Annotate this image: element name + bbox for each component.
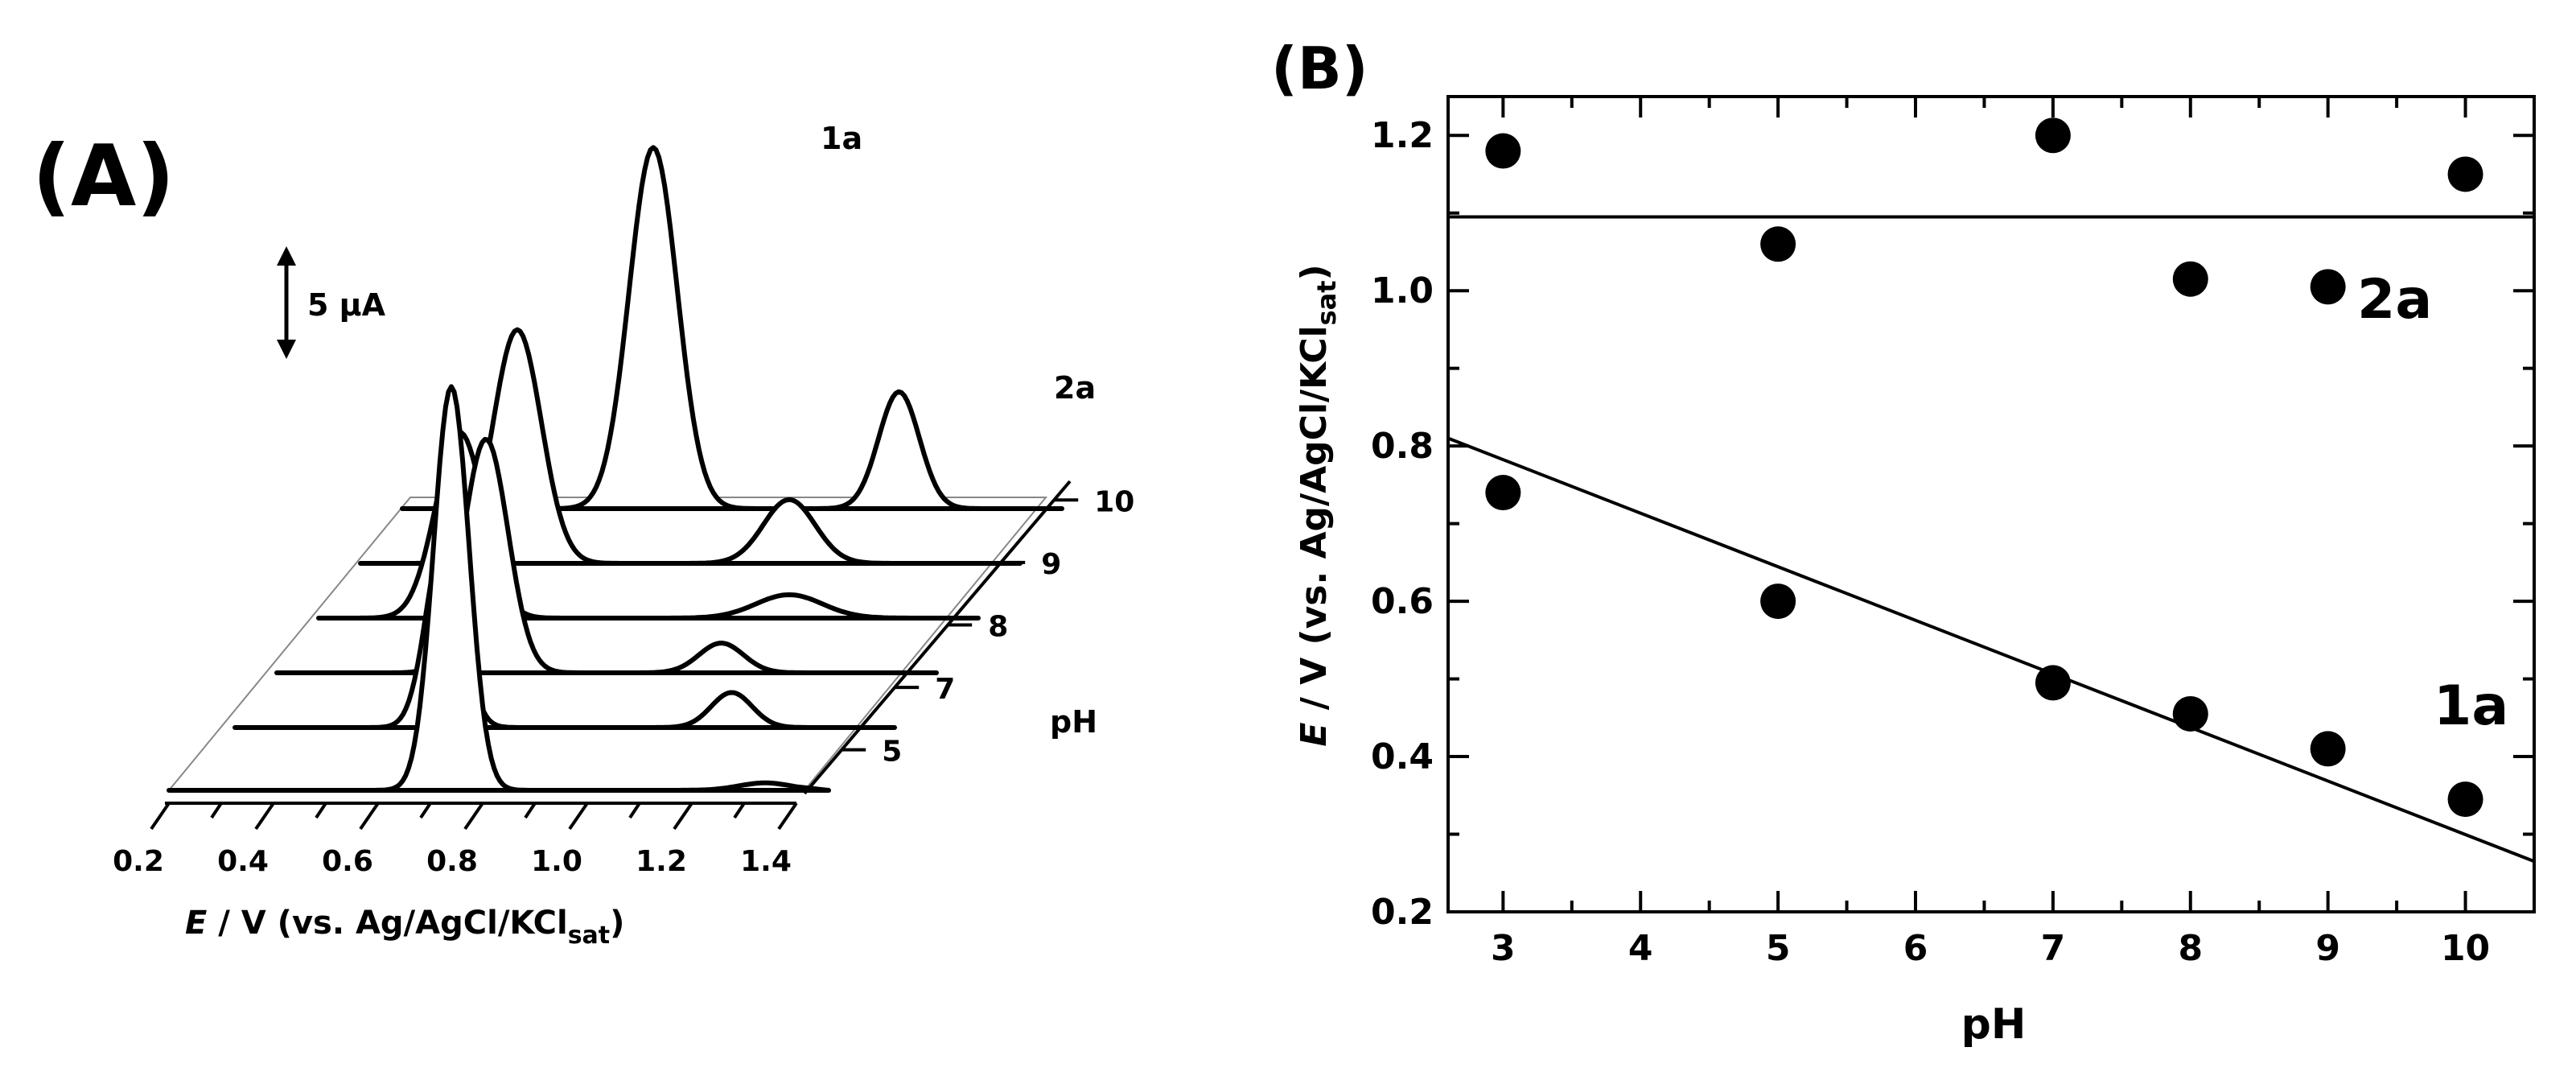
y-tick-label: 0.6 [1371, 581, 1434, 622]
panel-a-label: (A) [32, 127, 175, 225]
y-tick-label: 1.0 [1371, 270, 1434, 311]
x-tick-label: 0.8 [426, 845, 478, 878]
floor-outline [167, 497, 1048, 791]
depth-tick-label: 8 [988, 610, 1008, 643]
x-tick-label: 1.4 [740, 845, 792, 878]
waterfall-frame [167, 497, 1048, 791]
data-point-1a [2172, 695, 2208, 732]
x-tick-label: 5 [1766, 928, 1791, 969]
depth-axis-line [803, 480, 1072, 795]
x-tick-label: 0.4 [217, 845, 269, 878]
x-major-tick [150, 802, 171, 831]
depth-tick-label: 7 [935, 673, 955, 706]
data-point-2a [1485, 133, 1521, 169]
peak-label-1a: 1a [821, 121, 862, 156]
x-major-tick [463, 802, 484, 831]
data-point-2a [2035, 118, 2071, 154]
x-tick-label: 3 [1491, 928, 1516, 969]
panel-b-label: (B) [1271, 35, 1368, 102]
x-major-tick [254, 802, 275, 831]
x-minor-tick [733, 802, 746, 819]
x-minor-tick [315, 802, 327, 819]
x-tick-label: 4 [1628, 928, 1653, 969]
peak-label-2a: 2a [1054, 370, 1096, 406]
x-tick-label: 0.2 [113, 845, 164, 878]
data-point-1a [2447, 781, 2483, 818]
depth-axis-label: pH [1050, 704, 1097, 740]
data-point-2a [1760, 226, 1796, 262]
data-point-1a [1485, 475, 1521, 511]
waterfall-curves [167, 145, 1064, 793]
x-major-tick [777, 802, 798, 831]
fit-lines [1447, 215, 2535, 864]
x-tick-label: 9 [2315, 928, 2340, 969]
data-point-2a [2310, 269, 2346, 305]
x-major-tick [359, 802, 380, 831]
y-tick-label: 1.2 [1371, 115, 1434, 156]
x-tick-label: 10 [2441, 928, 2490, 969]
scale-bar-label: 5 µA [307, 287, 386, 323]
dpv-curve-ph-10 [167, 384, 831, 793]
x-major-tick [673, 802, 693, 831]
x-tick-label: 7 [2041, 928, 2066, 969]
depth-tick-label: 5 [882, 736, 902, 769]
x-minor-tick [628, 802, 641, 819]
depth-tick-label: 10 [1094, 485, 1134, 518]
series-label-1a: 1a [2434, 674, 2508, 738]
x-tick-label: 0.6 [322, 845, 373, 878]
x-minor-tick [419, 802, 432, 819]
fit-line-1a [1447, 436, 2535, 864]
panel-a-x-axis-title: E / V (vs. Ag/AgCl/KClsat) [185, 905, 624, 950]
waterfall-x-axis: 0.2 0.4 0.6 0.8 1.0 1.2 1.4 [113, 802, 798, 878]
data-point-1a [2310, 731, 2346, 767]
panel-b-x-axis-title: pH [1961, 1000, 2027, 1049]
x-tick-label: 1.0 [531, 845, 582, 878]
scale-bar: 5 µA [277, 246, 386, 359]
dpv-curve-ph-8 [274, 436, 939, 675]
x-minor-tick [210, 802, 223, 819]
x-tick-label: 1.2 [636, 845, 687, 878]
y-tick-label: 0.4 [1371, 736, 1434, 777]
dpv-curve-ph-9 [232, 534, 897, 730]
x-tick-label: 8 [2178, 928, 2203, 969]
x-major-tick [568, 802, 589, 831]
y-tick-label: 0.2 [1371, 892, 1434, 933]
depth-tick-label: 9 [1041, 548, 1061, 581]
x-minor-tick [524, 802, 537, 819]
panel-b-scatter-chart: (B) 3 4 5 6 7 8 9 10 0.2 0.4 0.6 0.8 1.0 1.2 2a 1a pH… [1271, 35, 2536, 1049]
y-tick-label: 0.8 [1371, 426, 1434, 467]
data-point-1a [2035, 665, 2071, 701]
data-points [1485, 118, 2483, 818]
x-tick-label: 6 [1903, 928, 1928, 969]
panel-b-y-axis-title: E / V (vs. Ag/AgCl/KClsat) [1294, 264, 1342, 746]
data-point-2a [2447, 156, 2483, 192]
data-point-1a [1760, 583, 1796, 620]
data-point-2a [2172, 261, 2208, 297]
plot-frame [1446, 95, 2536, 913]
series-label-2a: 2a [2357, 268, 2432, 332]
scatter-axes: 3 4 5 6 7 8 9 10 0.2 0.4 0.6 0.8 1.0 1.2 [1371, 97, 2534, 969]
